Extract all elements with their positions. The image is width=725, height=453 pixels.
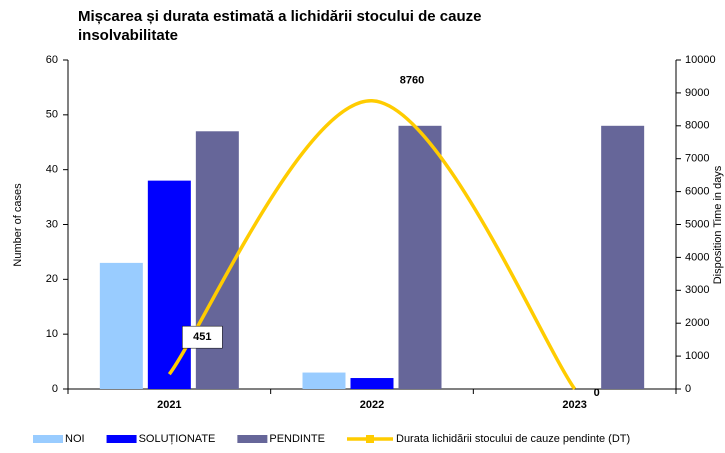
y2-axis-title: Disposition Time in days bbox=[712, 165, 724, 284]
line bbox=[167, 99, 577, 391]
y2-tick-label: 7000 bbox=[685, 153, 709, 165]
data-label-box bbox=[182, 325, 223, 349]
x-tick-label: 2022 bbox=[360, 399, 384, 411]
y2-tick-label: 3000 bbox=[685, 284, 709, 296]
y-tick-label: 30 bbox=[46, 218, 58, 230]
data-label: 0 bbox=[594, 387, 600, 399]
y2-tick-label: 1000 bbox=[685, 350, 709, 362]
legend-label: PENDINTE bbox=[269, 433, 325, 445]
bar bbox=[601, 125, 645, 390]
x-tick-label: 2023 bbox=[562, 399, 586, 411]
y-axis-title: Number of cases bbox=[12, 183, 24, 267]
chart-title: insolvabilitate bbox=[78, 27, 178, 44]
y-tick-label: 20 bbox=[46, 273, 58, 285]
y-tick-label: 50 bbox=[46, 109, 58, 121]
y2-tick-label: 0 bbox=[685, 383, 691, 395]
bar bbox=[147, 180, 191, 389]
legend-swatch bbox=[33, 435, 63, 443]
chart-title: Mișcarea și durata estimată a lichidării… bbox=[78, 8, 482, 25]
bar bbox=[99, 262, 143, 389]
bar bbox=[398, 125, 442, 390]
bar bbox=[302, 372, 346, 389]
y2-tick-label: 2000 bbox=[685, 317, 709, 329]
x-tick-label: 2021 bbox=[157, 399, 181, 411]
legend-swatch bbox=[106, 435, 137, 443]
bar bbox=[350, 378, 394, 389]
legend-label: SOLUȚIONATE bbox=[139, 433, 216, 445]
y-tick-label: 40 bbox=[46, 164, 58, 176]
y2-tick-label: 9000 bbox=[685, 87, 709, 99]
legend-label: NOI bbox=[65, 433, 85, 445]
data-label: 8760 bbox=[400, 75, 424, 87]
y2-tick-label: 8000 bbox=[685, 120, 709, 132]
y2-tick-label: 10000 bbox=[685, 54, 716, 66]
legend-swatch bbox=[366, 435, 374, 443]
y-tick-label: 10 bbox=[46, 328, 58, 340]
legend-swatch bbox=[237, 435, 268, 443]
y2-tick-label: 6000 bbox=[685, 186, 709, 198]
data-label: 451 bbox=[193, 331, 211, 343]
y2-tick-label: 4000 bbox=[685, 251, 709, 263]
legend-label: Durata lichidării stocului de cauze pend… bbox=[396, 433, 630, 445]
y-tick-label: 0 bbox=[52, 383, 58, 395]
y2-tick-label: 5000 bbox=[685, 218, 709, 230]
y-tick-label: 60 bbox=[46, 54, 58, 66]
